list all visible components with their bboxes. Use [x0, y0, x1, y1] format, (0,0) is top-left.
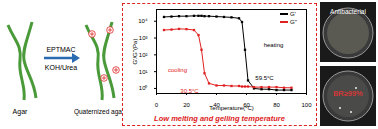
svg-text:30.5°C: 30.5°C — [180, 88, 199, 94]
svg-text:EPTMAC: EPTMAC — [46, 46, 75, 53]
svg-text:Temperature(°C): Temperature(°C) — [209, 105, 253, 111]
svg-text:Antibacterial: Antibacterial — [330, 8, 366, 15]
svg-text:10⁴: 10⁴ — [138, 18, 148, 24]
svg-text:80: 80 — [273, 102, 280, 108]
svg-text:heating: heating — [264, 42, 284, 48]
svg-text:cooling: cooling — [168, 67, 187, 73]
svg-text:10¹: 10¹ — [139, 69, 148, 75]
html-text:G'': G'' — [290, 19, 297, 25]
svg-text:10⁰: 10⁰ — [139, 84, 148, 91]
svg-text:Agar: Agar — [13, 108, 28, 116]
svg-text:100: 100 — [301, 102, 312, 108]
html-text:Low melting and gelling temper: Low melting and gelling temperature — [154, 114, 285, 123]
svg-text:G'/G''(Pa): G'/G''(Pa) — [132, 39, 138, 65]
svg-text:KOH/Urea: KOH/Urea — [45, 64, 77, 71]
html-text:G': G' — [290, 11, 296, 17]
svg-text:10²: 10² — [139, 52, 148, 58]
svg-text:BR≥99%: BR≥99% — [333, 89, 363, 98]
svg-text:Quaternized agar: Quaternized agar — [74, 108, 122, 116]
svg-text:10³: 10³ — [139, 35, 148, 41]
svg-text:20: 20 — [183, 102, 190, 108]
svg-text:59.5°C: 59.5°C — [255, 75, 274, 81]
svg-text:0: 0 — [155, 102, 159, 108]
